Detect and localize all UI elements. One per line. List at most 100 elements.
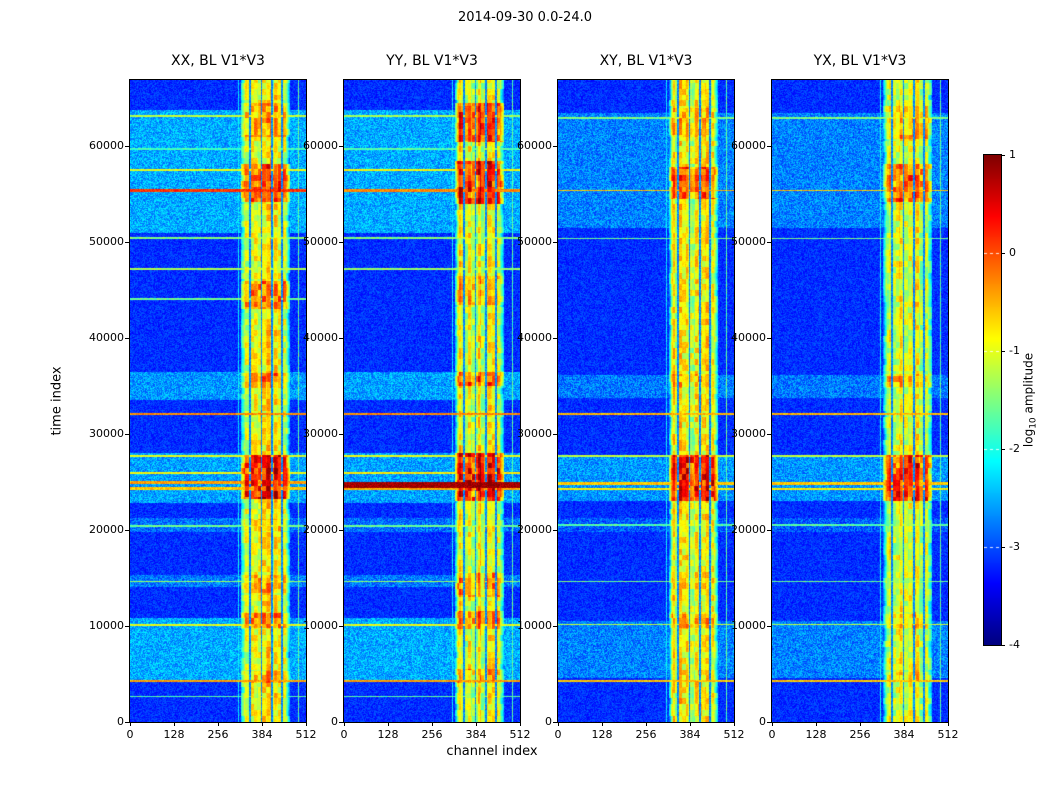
x-tick-mark [475,722,477,726]
y-axis-label: time index [49,366,65,436]
y-tick-mark [339,625,343,627]
x-tick-label: 0 [126,728,134,741]
x-tick-mark [431,722,433,726]
y-tick-label: 40000 [303,331,338,344]
x-tick-mark [947,722,949,726]
x-tick-label: 128 [805,728,827,741]
y-tick-label: 60000 [731,139,766,152]
colorbar-label-sub: 10 [1028,417,1039,429]
y-tick-label: 50000 [89,235,124,248]
y-tick-label: 30000 [731,427,766,440]
x-tick-mark [733,722,735,726]
y-tick-label: 10000 [731,619,766,632]
y-tick-mark [339,145,343,147]
y-tick-label: 60000 [303,139,338,152]
y-tick-mark [553,241,557,243]
x-tick-mark [903,722,905,726]
x-tick-label: 128 [591,728,613,741]
colorbar-tick-mark [1001,546,1005,548]
colorbar-tick-label: -1 [1009,344,1020,357]
y-tick-label: 20000 [89,523,124,536]
x-tick-label: 384 [465,728,487,741]
y-tick-mark [553,337,557,339]
x-tick-label: 0 [340,728,348,741]
x-tick-mark [129,722,131,726]
y-tick-label: 40000 [731,331,766,344]
x-tick-label: 128 [163,728,185,741]
colorbar-tick-label: -3 [1009,540,1020,553]
y-tick-label: 20000 [731,523,766,536]
y-tick-label: 20000 [517,523,552,536]
heatmap-canvas-yx [772,80,948,722]
heatmap-canvas-yy [344,80,520,722]
y-tick-mark [553,433,557,435]
x-tick-label: 256 [207,728,229,741]
y-tick-label: 60000 [89,139,124,152]
y-tick-label: 0 [759,715,766,728]
y-tick-mark [125,241,129,243]
y-tick-mark [767,433,771,435]
y-tick-label: 20000 [303,523,338,536]
y-tick-mark [125,721,129,723]
x-tick-mark [771,722,773,726]
heatmap-frame-yx [771,79,949,723]
figure-title: 2014-09-30 0.0-24.0 [458,10,592,25]
colorbar-canvas [984,155,1001,645]
y-tick-mark [125,337,129,339]
heatmap-frame-yy [343,79,521,723]
y-tick-label: 0 [545,715,552,728]
y-tick-label: 60000 [517,139,552,152]
x-tick-mark [261,722,263,726]
x-tick-label: 384 [251,728,273,741]
x-tick-mark [387,722,389,726]
heatmap-frame-xx [129,79,307,723]
colorbar-frame [983,154,1002,646]
panel-title-yx: YX, BL V1*V3 [813,53,907,69]
colorbar-label: log10 amplitude [1021,353,1038,447]
x-tick-mark [645,722,647,726]
x-tick-label: 384 [893,728,915,741]
colorbar-tick-mark [1001,350,1005,352]
y-tick-mark [767,529,771,531]
heatmap-canvas-xy [558,80,734,722]
y-tick-mark [553,145,557,147]
y-tick-label: 30000 [303,427,338,440]
x-tick-label: 512 [723,728,745,741]
y-tick-mark [339,241,343,243]
y-tick-mark [767,337,771,339]
x-tick-label: 512 [295,728,317,741]
x-tick-mark [689,722,691,726]
x-tick-label: 512 [937,728,959,741]
y-tick-mark [339,721,343,723]
y-tick-mark [767,145,771,147]
colorbar-tick-mark [1001,448,1005,450]
x-tick-label: 128 [377,728,399,741]
y-tick-mark [125,625,129,627]
y-tick-mark [339,337,343,339]
y-tick-label: 40000 [89,331,124,344]
colorbar-tick-mark [1001,644,1005,646]
heatmap-frame-xy [557,79,735,723]
heatmap-canvas-xx [130,80,306,722]
x-tick-mark [859,722,861,726]
x-tick-mark [305,722,307,726]
x-tick-label: 256 [635,728,657,741]
x-tick-mark [815,722,817,726]
colorbar-tick-mark [1001,252,1005,254]
x-tick-label: 0 [768,728,776,741]
y-tick-label: 10000 [89,619,124,632]
y-tick-mark [553,529,557,531]
colorbar-tick-label: -2 [1009,442,1020,455]
x-tick-mark [343,722,345,726]
y-tick-mark [553,625,557,627]
y-tick-mark [125,433,129,435]
y-tick-mark [767,241,771,243]
y-tick-mark [125,529,129,531]
y-tick-label: 30000 [89,427,124,440]
y-tick-label: 0 [331,715,338,728]
x-tick-mark [217,722,219,726]
y-tick-mark [339,529,343,531]
colorbar-tick-label: 0 [1009,246,1016,259]
y-tick-mark [339,433,343,435]
